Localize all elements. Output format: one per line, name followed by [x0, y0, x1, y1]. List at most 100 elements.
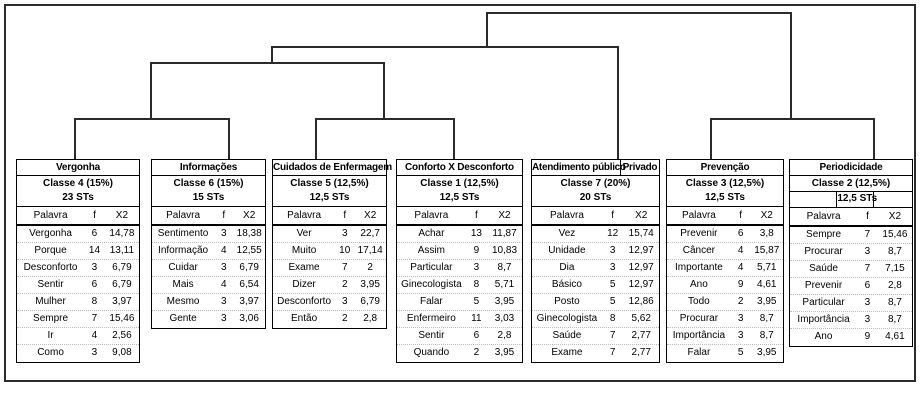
column-header-f: f: [739, 210, 743, 221]
cell-f: 13: [470, 228, 482, 239]
table-row: Ano 9 4,61: [667, 277, 783, 294]
cell-x2: 13,11: [109, 245, 135, 256]
cell-x2: 3,06: [239, 313, 259, 324]
cell-palavra: Posto: [554, 296, 580, 307]
cell-palavra: Mulher: [35, 296, 66, 307]
table-header-row: Palavra f X2: [790, 208, 912, 227]
cell-f: 3: [341, 228, 348, 239]
dendrogram-segment: [271, 46, 273, 64]
table-row: Importância 3 8,7: [667, 328, 783, 345]
cell-palavra: Desconforto: [23, 262, 78, 273]
cell-x2: 14,78: [109, 228, 135, 239]
cell-x2: 12,97: [628, 262, 654, 273]
class-table-atendimento-publico-privado: Atendimento público Privado Classe 7 (20%)…: [531, 159, 660, 363]
cell-x2: 6,79: [360, 296, 380, 307]
cell-palavra: Saúde: [552, 330, 582, 341]
cell-f: 6: [473, 330, 480, 341]
table-row: Cuidar 3 6,79: [152, 260, 265, 277]
cell-palavra: Importância: [672, 330, 726, 341]
table-header-row: Palavra f X2: [397, 207, 522, 226]
column-header-x2: X2: [243, 210, 256, 221]
cell-palavra: Achar: [418, 228, 445, 239]
dendrogram-segment: [790, 12, 792, 120]
dendrogram-segment: [617, 46, 619, 159]
column-header-f: f: [93, 210, 96, 221]
table-row: Exame 7 2,77: [532, 345, 659, 362]
column-header-x2: X2: [364, 210, 377, 221]
column-header-f: f: [222, 210, 226, 221]
cell-palavra: Cuidar: [168, 262, 198, 273]
table-row: Prevenir 6 3,8: [667, 226, 783, 243]
cell-palavra: Sempre: [806, 229, 842, 240]
cell-f: 4: [737, 262, 744, 273]
cell-x2: 18,38: [236, 228, 262, 239]
cell-f: 8: [609, 313, 616, 324]
cell-x2: 3,95: [757, 296, 777, 307]
table-row: Procurar 3 8,7: [667, 311, 783, 328]
column-header-palavra: Palavra: [806, 211, 841, 222]
column-header-x2: X2: [888, 211, 902, 222]
cell-palavra: Importância: [797, 314, 850, 325]
cell-x2: 6,79: [112, 279, 132, 290]
cell-x2: 8,7: [497, 262, 512, 273]
cell-x2: 2,8: [497, 330, 512, 341]
table-row: Prevenir 6 2,8: [790, 278, 912, 295]
cell-x2: 7,15: [885, 263, 905, 274]
cell-x2: 3,95: [360, 279, 380, 290]
cell-x2: 4,61: [885, 331, 905, 342]
cell-palavra: Gente: [169, 313, 197, 324]
table-row: Muito 10 17,14: [273, 243, 386, 260]
cell-f: 4: [220, 245, 227, 256]
cell-f: 4: [220, 279, 227, 290]
table-classe-label: Classe 4 (15%): [42, 178, 114, 189]
table-sts-label: 15 STs: [152, 191, 265, 207]
dendrogram-segment: [453, 118, 455, 159]
cell-palavra: Dia: [559, 262, 575, 273]
cell-palavra: Sentir: [418, 330, 445, 341]
cell-x2: 5,71: [757, 262, 777, 273]
cell-f: 6: [91, 228, 98, 239]
table-classe-label: Classe 5 (12,5%): [290, 178, 369, 189]
table-row: Câncer 4 15,87: [667, 243, 783, 260]
table-header-row: Palavra f X2: [532, 207, 659, 226]
column-header-palavra: Palavra: [287, 210, 322, 221]
dendrogram-segment: [150, 62, 385, 64]
cell-x2: 8,7: [759, 313, 774, 324]
cell-f: 8: [91, 296, 98, 307]
class-table-vergonha: Vergonha Classe 4 (15%) 23 STs Palavra f X2 Ve…: [16, 159, 140, 363]
dendrogram-segment: [74, 118, 230, 120]
cell-f: 3: [473, 262, 480, 273]
column-header-palavra: Palavra: [166, 210, 201, 221]
cell-palavra: Prevenir: [680, 228, 718, 239]
cell-palavra: Porque: [34, 245, 67, 256]
cell-x2: 4,61: [757, 279, 777, 290]
table-title: Conforto X Desconforto: [397, 160, 522, 176]
table-header-row: Palavra f X2: [152, 207, 265, 226]
cell-palavra: Unidade: [548, 245, 586, 256]
table-header-row: Palavra f X2: [273, 207, 386, 226]
class-table-cuidados-de-enfermagem: Cuidados de Enfermagem Classe 5 (12,5%) 12…: [272, 159, 392, 329]
dendrogram-segment: [383, 62, 385, 120]
column-header-palavra: Palavra: [681, 210, 716, 221]
cell-f: 7: [609, 330, 616, 341]
cell-x2: 3,8: [759, 228, 774, 239]
table-row: Mais 4 6,54: [152, 277, 265, 294]
table-row: Informação 4 12,55: [152, 243, 265, 260]
cell-palavra: Desconforto: [277, 296, 332, 307]
table-title: Atendimento público Privado: [532, 160, 659, 176]
cell-palavra: Vergonha: [29, 228, 72, 239]
cell-f: 3: [91, 347, 98, 358]
cell-f: 9: [737, 279, 744, 290]
cell-x2: 15,46: [109, 313, 135, 324]
cell-f: 9: [473, 245, 480, 256]
table-sts-row: 12,5 STs: [790, 192, 912, 208]
cell-palavra: Ano: [814, 331, 833, 342]
cell-palavra: Enfermeiro: [406, 313, 456, 324]
table-row: Posto 5 12,86: [532, 294, 659, 311]
cell-f: 3: [91, 262, 98, 273]
class-table-conforto-x-desconforto: Conforto X Desconforto Classe 1 (12,5%) 12…: [396, 159, 523, 363]
cell-x2: 8,7: [887, 297, 902, 308]
column-header-f: f: [474, 210, 478, 221]
table-sts-label: 12,5 STs: [836, 192, 877, 207]
